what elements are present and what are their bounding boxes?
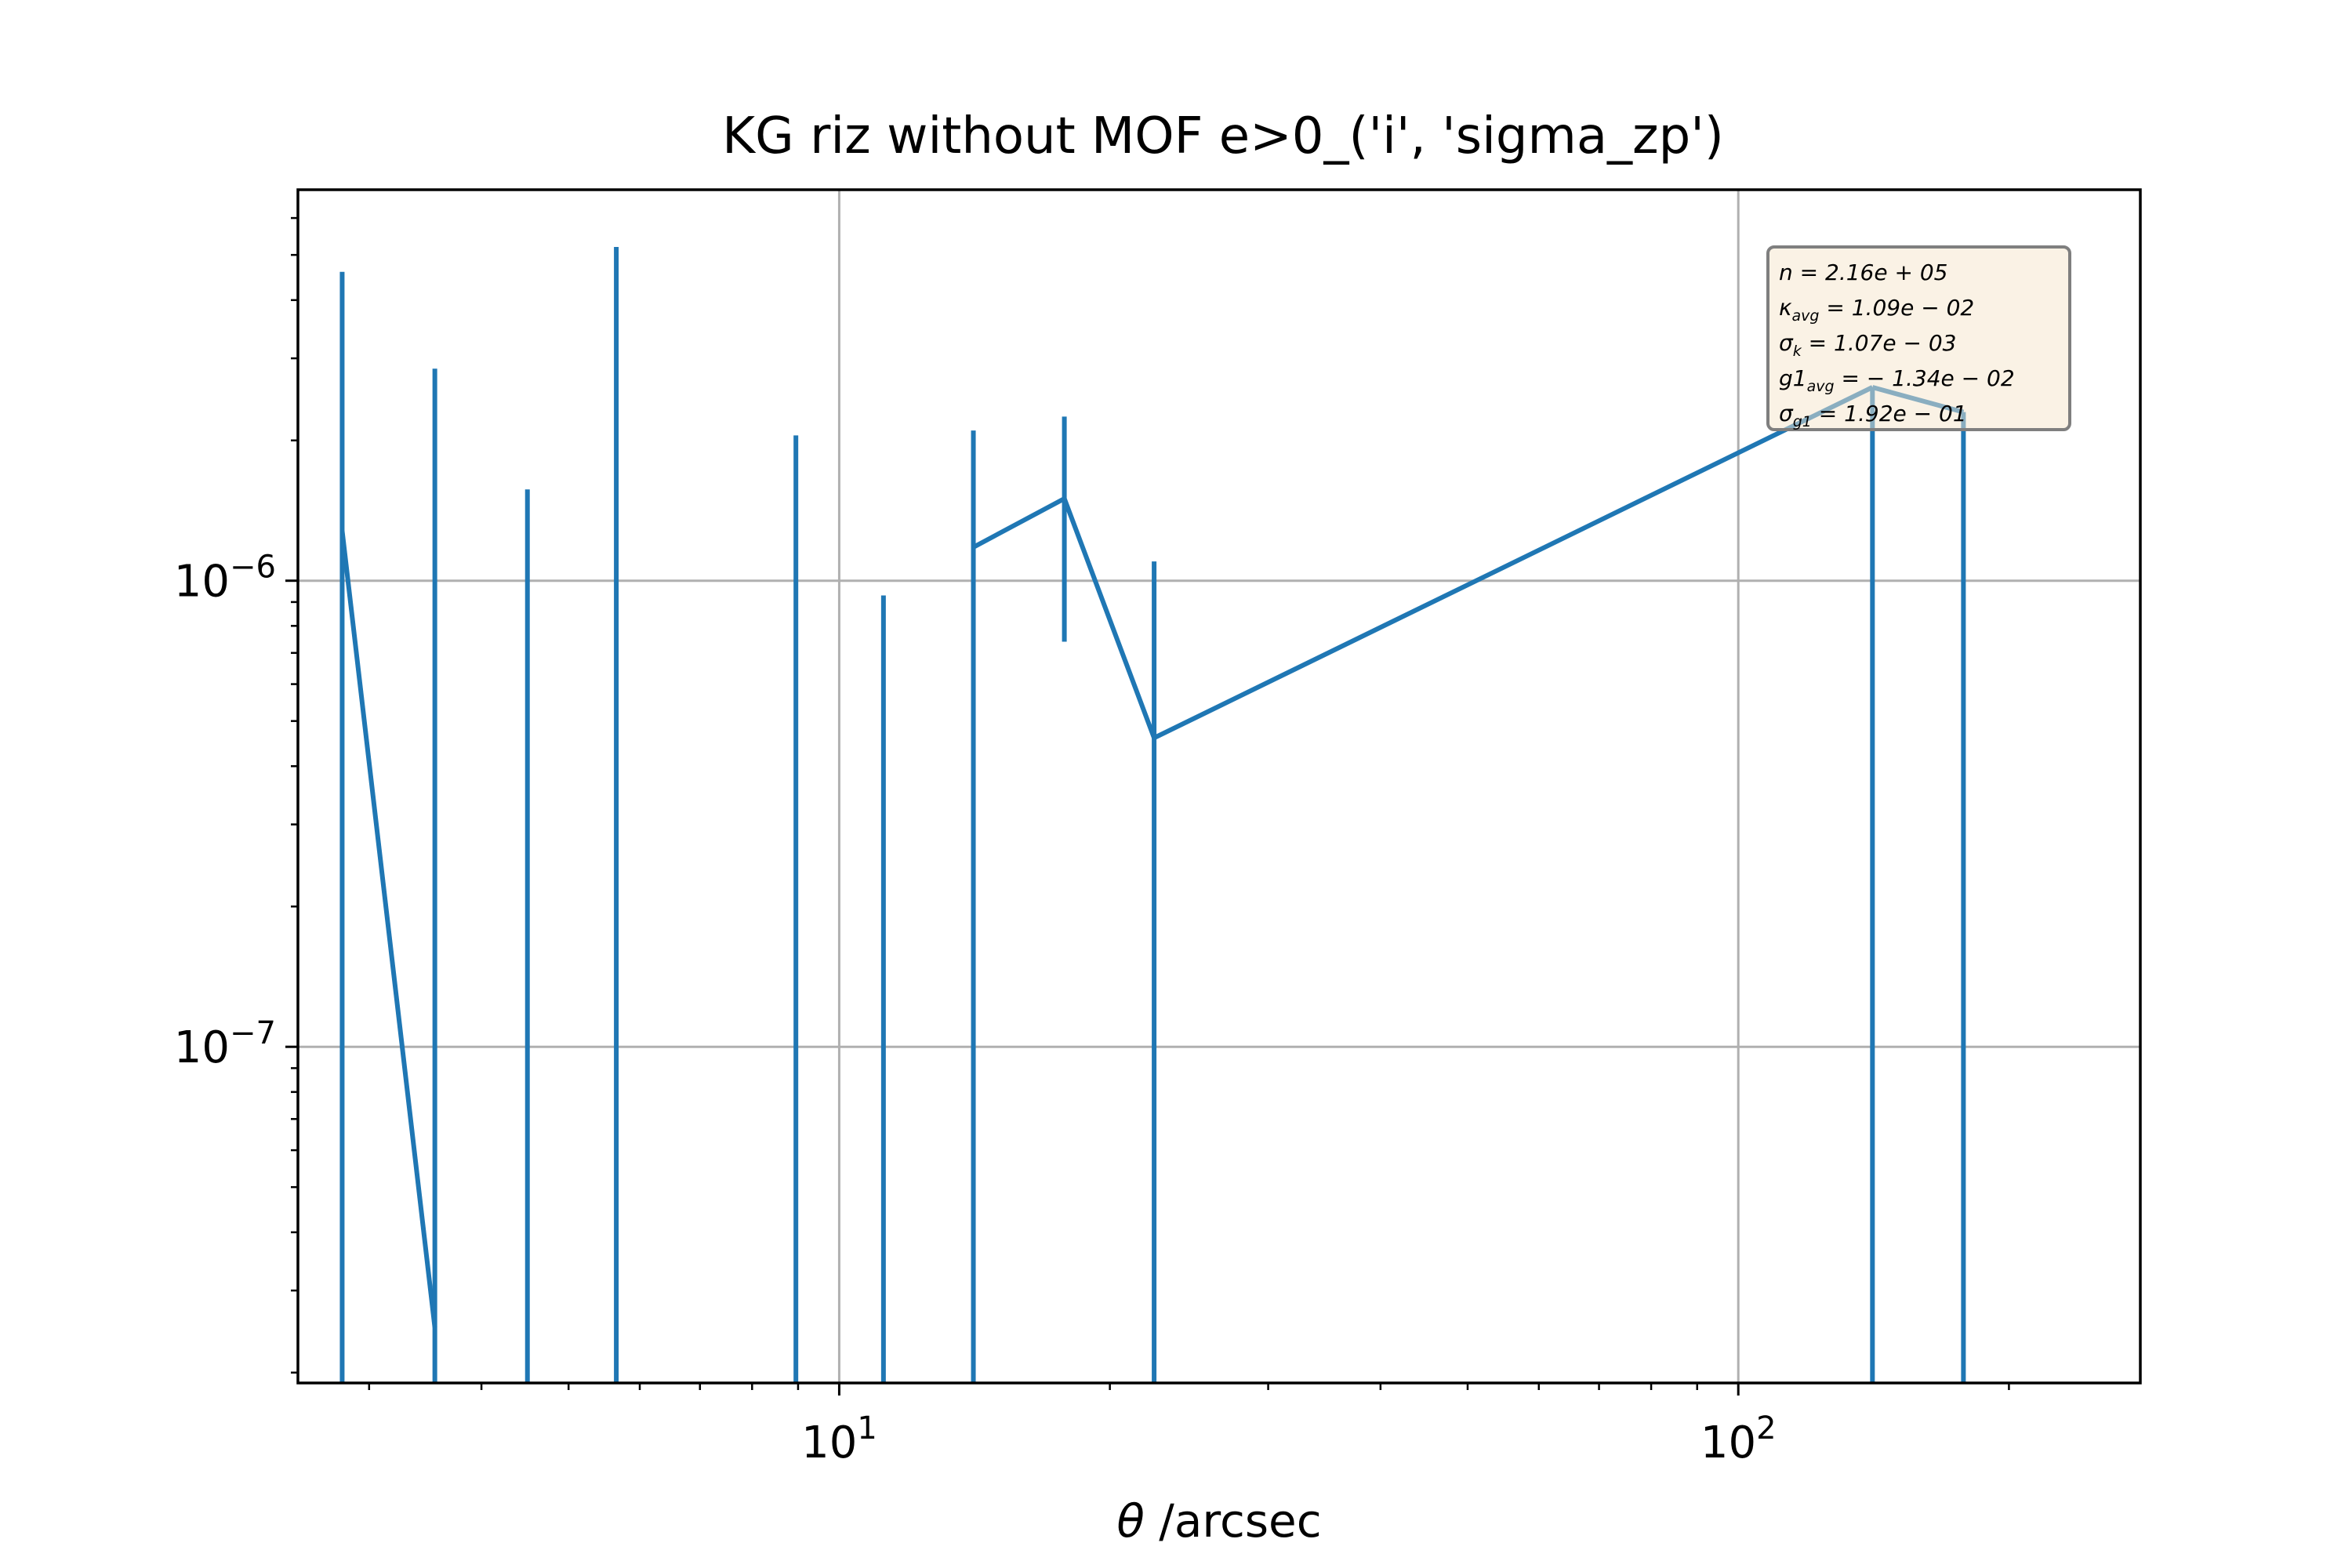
stats-box-background	[1766, 245, 2071, 431]
y-tick-label-0: 10−6	[174, 550, 276, 608]
x-axis-symbol: θ	[1116, 1494, 1145, 1548]
x-tick-label-0: 101	[801, 1410, 877, 1468]
x-tick-label-1: 102	[1700, 1410, 1777, 1468]
plot-frame	[296, 188, 2142, 1385]
data-line-segment-6	[972, 496, 1066, 550]
stats-line-4: σg1 = 1.92e − 01	[1779, 401, 1967, 430]
chart-title: KG riz without MOF e>0_('i', 'sigma_zp')	[722, 107, 1724, 165]
data-series	[339, 247, 1966, 1383]
x-axis-label: θ /arcsec	[1116, 1494, 1321, 1548]
axis-ticks: 101 102 10−6 10−7	[174, 216, 2010, 1468]
y-tick-label-1: 10−7	[174, 1015, 276, 1073]
stats-line-3: g1avg = − 1.34e − 02	[1779, 365, 2015, 395]
stats-line-2: σk = 1.07e − 03	[1779, 330, 1957, 360]
data-line-segment-0	[339, 530, 437, 1328]
stats-annotation-box: n = 2.16e + 05 κavg = 1.09e − 02 σk = 1.07…	[1766, 245, 2071, 431]
x-axis-unit: /arcsec	[1145, 1494, 1322, 1548]
grid	[298, 190, 2140, 1383]
data-line-segment-8	[1152, 385, 1874, 740]
stats-line-0: n = 2.16e + 05	[1779, 260, 1947, 285]
data-line-segment-7	[1062, 497, 1156, 739]
stats-line-1: κavg = 1.09e − 02	[1779, 295, 1974, 325]
